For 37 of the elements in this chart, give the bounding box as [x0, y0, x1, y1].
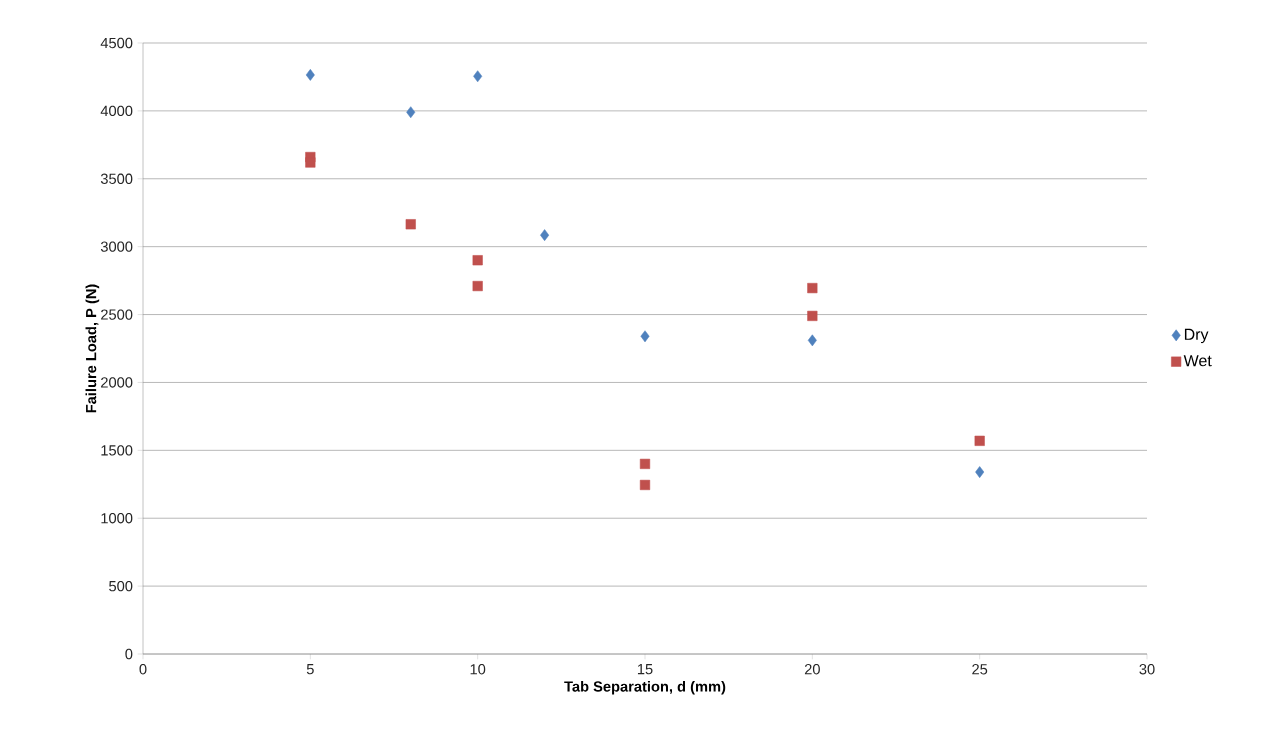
y-tick-label: 4000 [100, 105, 133, 117]
x-tick-label: 15 [637, 664, 653, 675]
x-tick-label: 0 [139, 664, 147, 675]
y-tick-label: 0 [125, 648, 133, 660]
point [639, 458, 651, 469]
y-tick-label: 1500 [101, 445, 133, 456]
x-tick-label: 10 [470, 664, 486, 675]
point [473, 70, 483, 83]
point [305, 69, 315, 81]
x-axis-title: Tab Separation, d (mm) [564, 680, 726, 695]
point [540, 229, 550, 241]
y-tick-label: 2500 [101, 309, 133, 320]
x-tick-label: 30 [1139, 664, 1155, 675]
point [640, 330, 650, 343]
point [807, 283, 818, 294]
y-tick-label: 1000 [101, 513, 133, 524]
y-tick-label: 3500 [100, 173, 133, 184]
point [305, 157, 316, 168]
legend-label: Wet [1183, 355, 1212, 367]
point [472, 280, 483, 292]
x-tick-label: 20 [804, 664, 820, 675]
y-tick-label: 4500 [100, 37, 133, 49]
legend-label: Dry [1184, 328, 1209, 344]
point [406, 106, 416, 119]
point [639, 479, 651, 491]
point [807, 334, 817, 347]
y-tick-label: 3000 [100, 241, 133, 252]
point [974, 435, 985, 446]
x-tick-label: 5 [306, 664, 314, 675]
y-tick-label: 2000 [101, 377, 133, 388]
point [405, 219, 416, 230]
point [975, 466, 985, 478]
point [472, 255, 483, 266]
y-tick-label: 500 [109, 580, 133, 592]
y-axis-title: Failure Load, P (N) [85, 284, 100, 413]
point [807, 310, 818, 321]
x-tick-label: 25 [972, 664, 988, 675]
